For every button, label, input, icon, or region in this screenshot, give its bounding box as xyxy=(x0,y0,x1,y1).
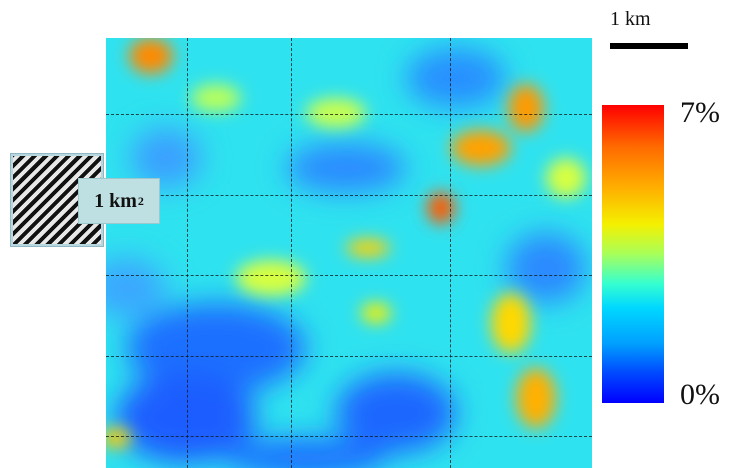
heatmap-low-regions xyxy=(106,48,586,468)
area-label-superscript: 2 xyxy=(137,193,144,208)
area-label-text: 1 km xyxy=(94,189,137,212)
area-legend-label: 1 km 2 xyxy=(78,178,160,224)
colorbar-max-label: 7% xyxy=(680,96,720,129)
colorbar-min-label: 0% xyxy=(680,378,720,411)
heatmap-map xyxy=(106,38,592,468)
heatmap-high-regions xyxy=(106,38,586,448)
colorbar xyxy=(602,105,664,403)
scale-bar-label: 1 km xyxy=(610,8,651,30)
scale-bar xyxy=(610,43,688,49)
